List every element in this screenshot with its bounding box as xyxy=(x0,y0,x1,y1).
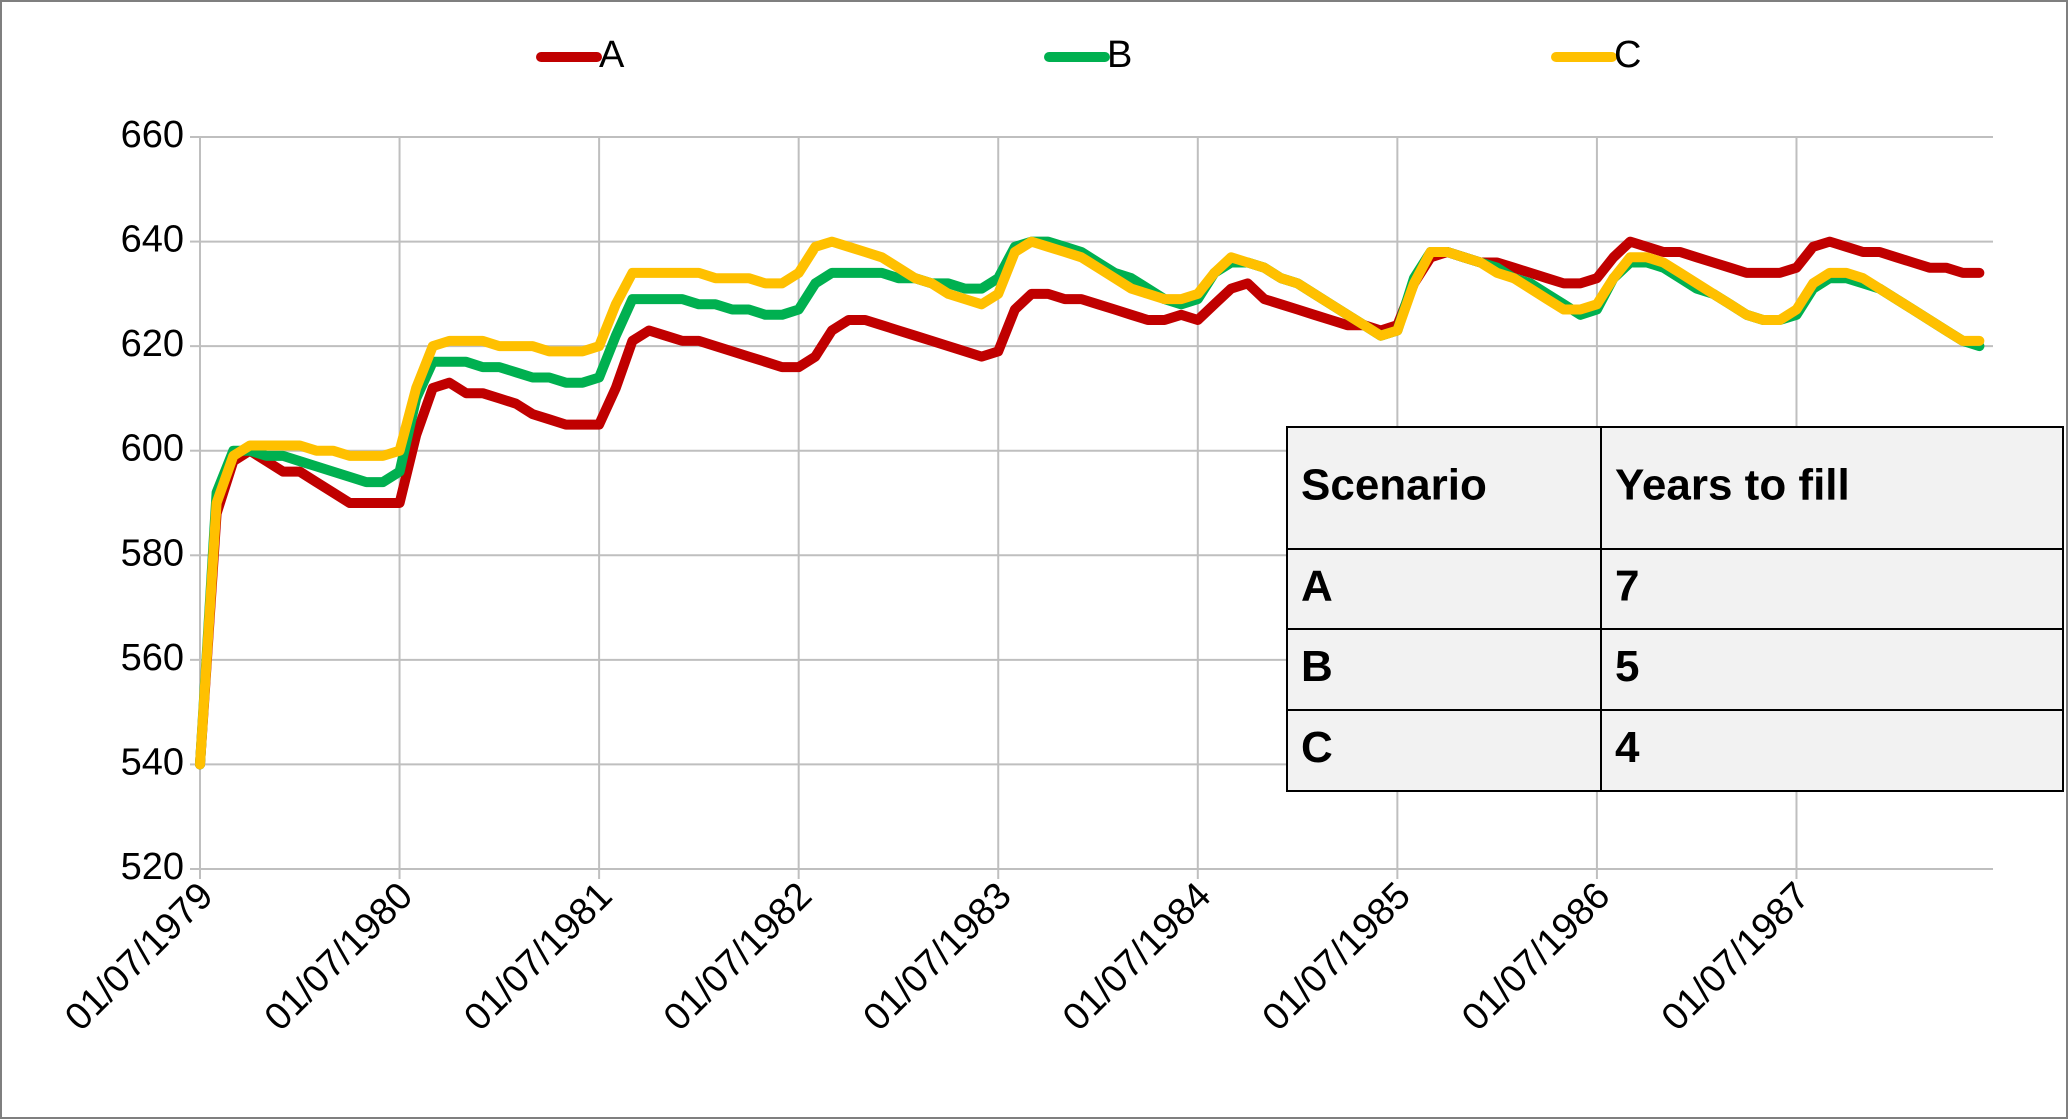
y-tick-label: 640 xyxy=(121,219,184,261)
legend-label: B xyxy=(1107,34,1132,76)
table-cell: A xyxy=(1301,562,1333,611)
table-cell: B xyxy=(1301,642,1333,691)
table-bg xyxy=(1286,426,2064,792)
y-tick-label: 520 xyxy=(121,846,184,888)
y-tick-label: 600 xyxy=(121,428,184,470)
table-cell: 4 xyxy=(1615,723,1640,772)
legend-label: A xyxy=(599,34,625,76)
y-tick-label: 620 xyxy=(121,323,184,365)
y-tick-label: 660 xyxy=(121,114,184,156)
y-tick-label: 580 xyxy=(121,532,184,574)
table-cell: 5 xyxy=(1615,642,1639,691)
table-header: Scenario xyxy=(1301,461,1487,510)
table-cell: 7 xyxy=(1615,562,1639,611)
y-tick-label: 560 xyxy=(121,637,184,679)
legend-label: C xyxy=(1614,34,1641,76)
table-cell: C xyxy=(1301,723,1333,772)
y-tick-label: 540 xyxy=(121,741,184,783)
table-header: Years to fill xyxy=(1615,461,1850,510)
series-line xyxy=(195,236,1985,770)
series-line xyxy=(195,236,1985,770)
